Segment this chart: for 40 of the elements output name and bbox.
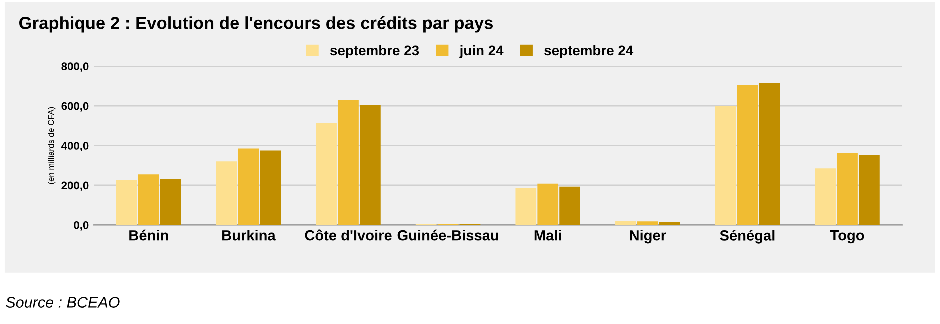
x-tick-label: Niger bbox=[630, 230, 666, 244]
bar bbox=[659, 222, 680, 226]
y-tick-label: 200,0 bbox=[62, 182, 89, 192]
source-note: Source : BCEAO bbox=[6, 297, 120, 308]
chart-title: Graphique 2 : Evolution de l'encours des crédits par pays bbox=[20, 16, 494, 33]
x-tick-label: Bénin bbox=[130, 230, 168, 241]
y-tick-label: 400,0 bbox=[62, 142, 89, 152]
bar bbox=[160, 180, 182, 226]
bar bbox=[216, 162, 238, 226]
y-axis-title: (en milliards de CFA) bbox=[48, 107, 56, 184]
x-tick-label: Sénégal bbox=[720, 230, 775, 244]
legend-label: septembre 23 bbox=[330, 45, 420, 58]
bar bbox=[560, 186, 580, 226]
bar bbox=[859, 155, 880, 226]
y-tick-label: 800,0 bbox=[62, 62, 89, 72]
x-tick-label: Guinée-Bissau bbox=[398, 230, 498, 241]
x-tick-label: Mali bbox=[534, 230, 562, 241]
bar bbox=[360, 105, 381, 226]
y-tick-label: 0,0 bbox=[74, 221, 89, 231]
y-tick-label: 600,0 bbox=[62, 102, 89, 112]
bar bbox=[637, 222, 658, 226]
bar bbox=[338, 100, 359, 226]
bar bbox=[538, 184, 559, 226]
bar bbox=[116, 180, 138, 226]
bar bbox=[138, 174, 160, 226]
x-tick-label: Burkina bbox=[222, 230, 276, 241]
bar bbox=[260, 150, 282, 226]
x-tick-label: Côte d'Ivoire bbox=[305, 230, 392, 241]
bar bbox=[516, 188, 537, 226]
bar bbox=[759, 83, 780, 226]
bar bbox=[715, 106, 736, 226]
bar bbox=[616, 221, 636, 226]
bar bbox=[238, 148, 260, 226]
bar bbox=[316, 122, 337, 226]
x-tick-label: Togo bbox=[830, 230, 864, 244]
legend-label: juin 24 bbox=[460, 45, 504, 58]
legend-label: septembre 24 bbox=[544, 45, 634, 58]
bar bbox=[815, 168, 836, 226]
bar bbox=[737, 85, 758, 226]
bar bbox=[837, 153, 858, 226]
